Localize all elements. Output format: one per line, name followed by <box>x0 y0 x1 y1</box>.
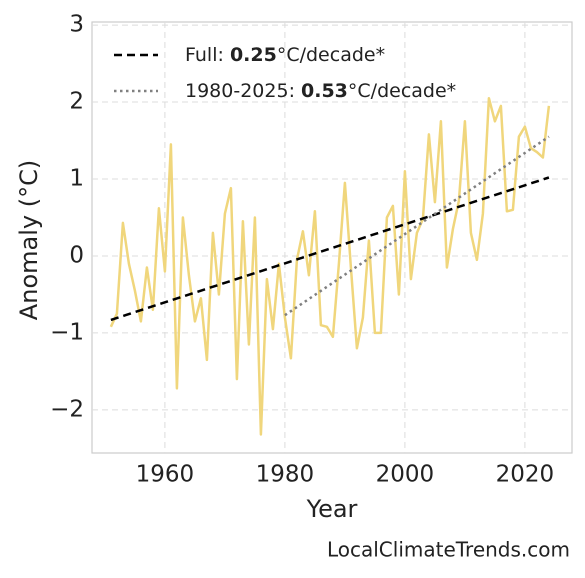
y-tick-label: 1 <box>69 166 84 192</box>
legend-label: Full: 0.25°C/decade* <box>185 44 385 66</box>
source: LocalClimateTrends.com <box>327 538 570 562</box>
trend-line <box>284 135 550 317</box>
y-axis-label: Anomaly (°C) <box>15 160 43 320</box>
x-tick-label: 1980 <box>256 462 315 488</box>
y-tick-label: −1 <box>50 319 84 345</box>
trend-line <box>110 176 550 322</box>
y-tick-label: −2 <box>50 396 84 422</box>
x-tick-label: 2000 <box>376 462 435 488</box>
y-tick-label: 2 <box>69 89 84 115</box>
legend-slope: 0.25 <box>230 44 277 66</box>
legend-slope: 0.53 <box>301 80 348 102</box>
series-line <box>109 96 551 436</box>
legend-name: Full: <box>185 44 230 66</box>
x-tick-label: 2020 <box>496 462 555 488</box>
y-tick-label: 0 <box>69 242 84 268</box>
legend-label: 1980-2025: 0.53°C/decade* <box>185 80 456 102</box>
legend-unit: °C/decade* <box>277 44 385 66</box>
y-tick-label: 3 <box>69 12 84 38</box>
legend-name: 1980-2025: <box>185 80 301 102</box>
x-axis-label: Year <box>306 495 358 523</box>
x-tick-label: 1960 <box>136 462 195 488</box>
legend-unit: °C/decade* <box>348 80 456 102</box>
